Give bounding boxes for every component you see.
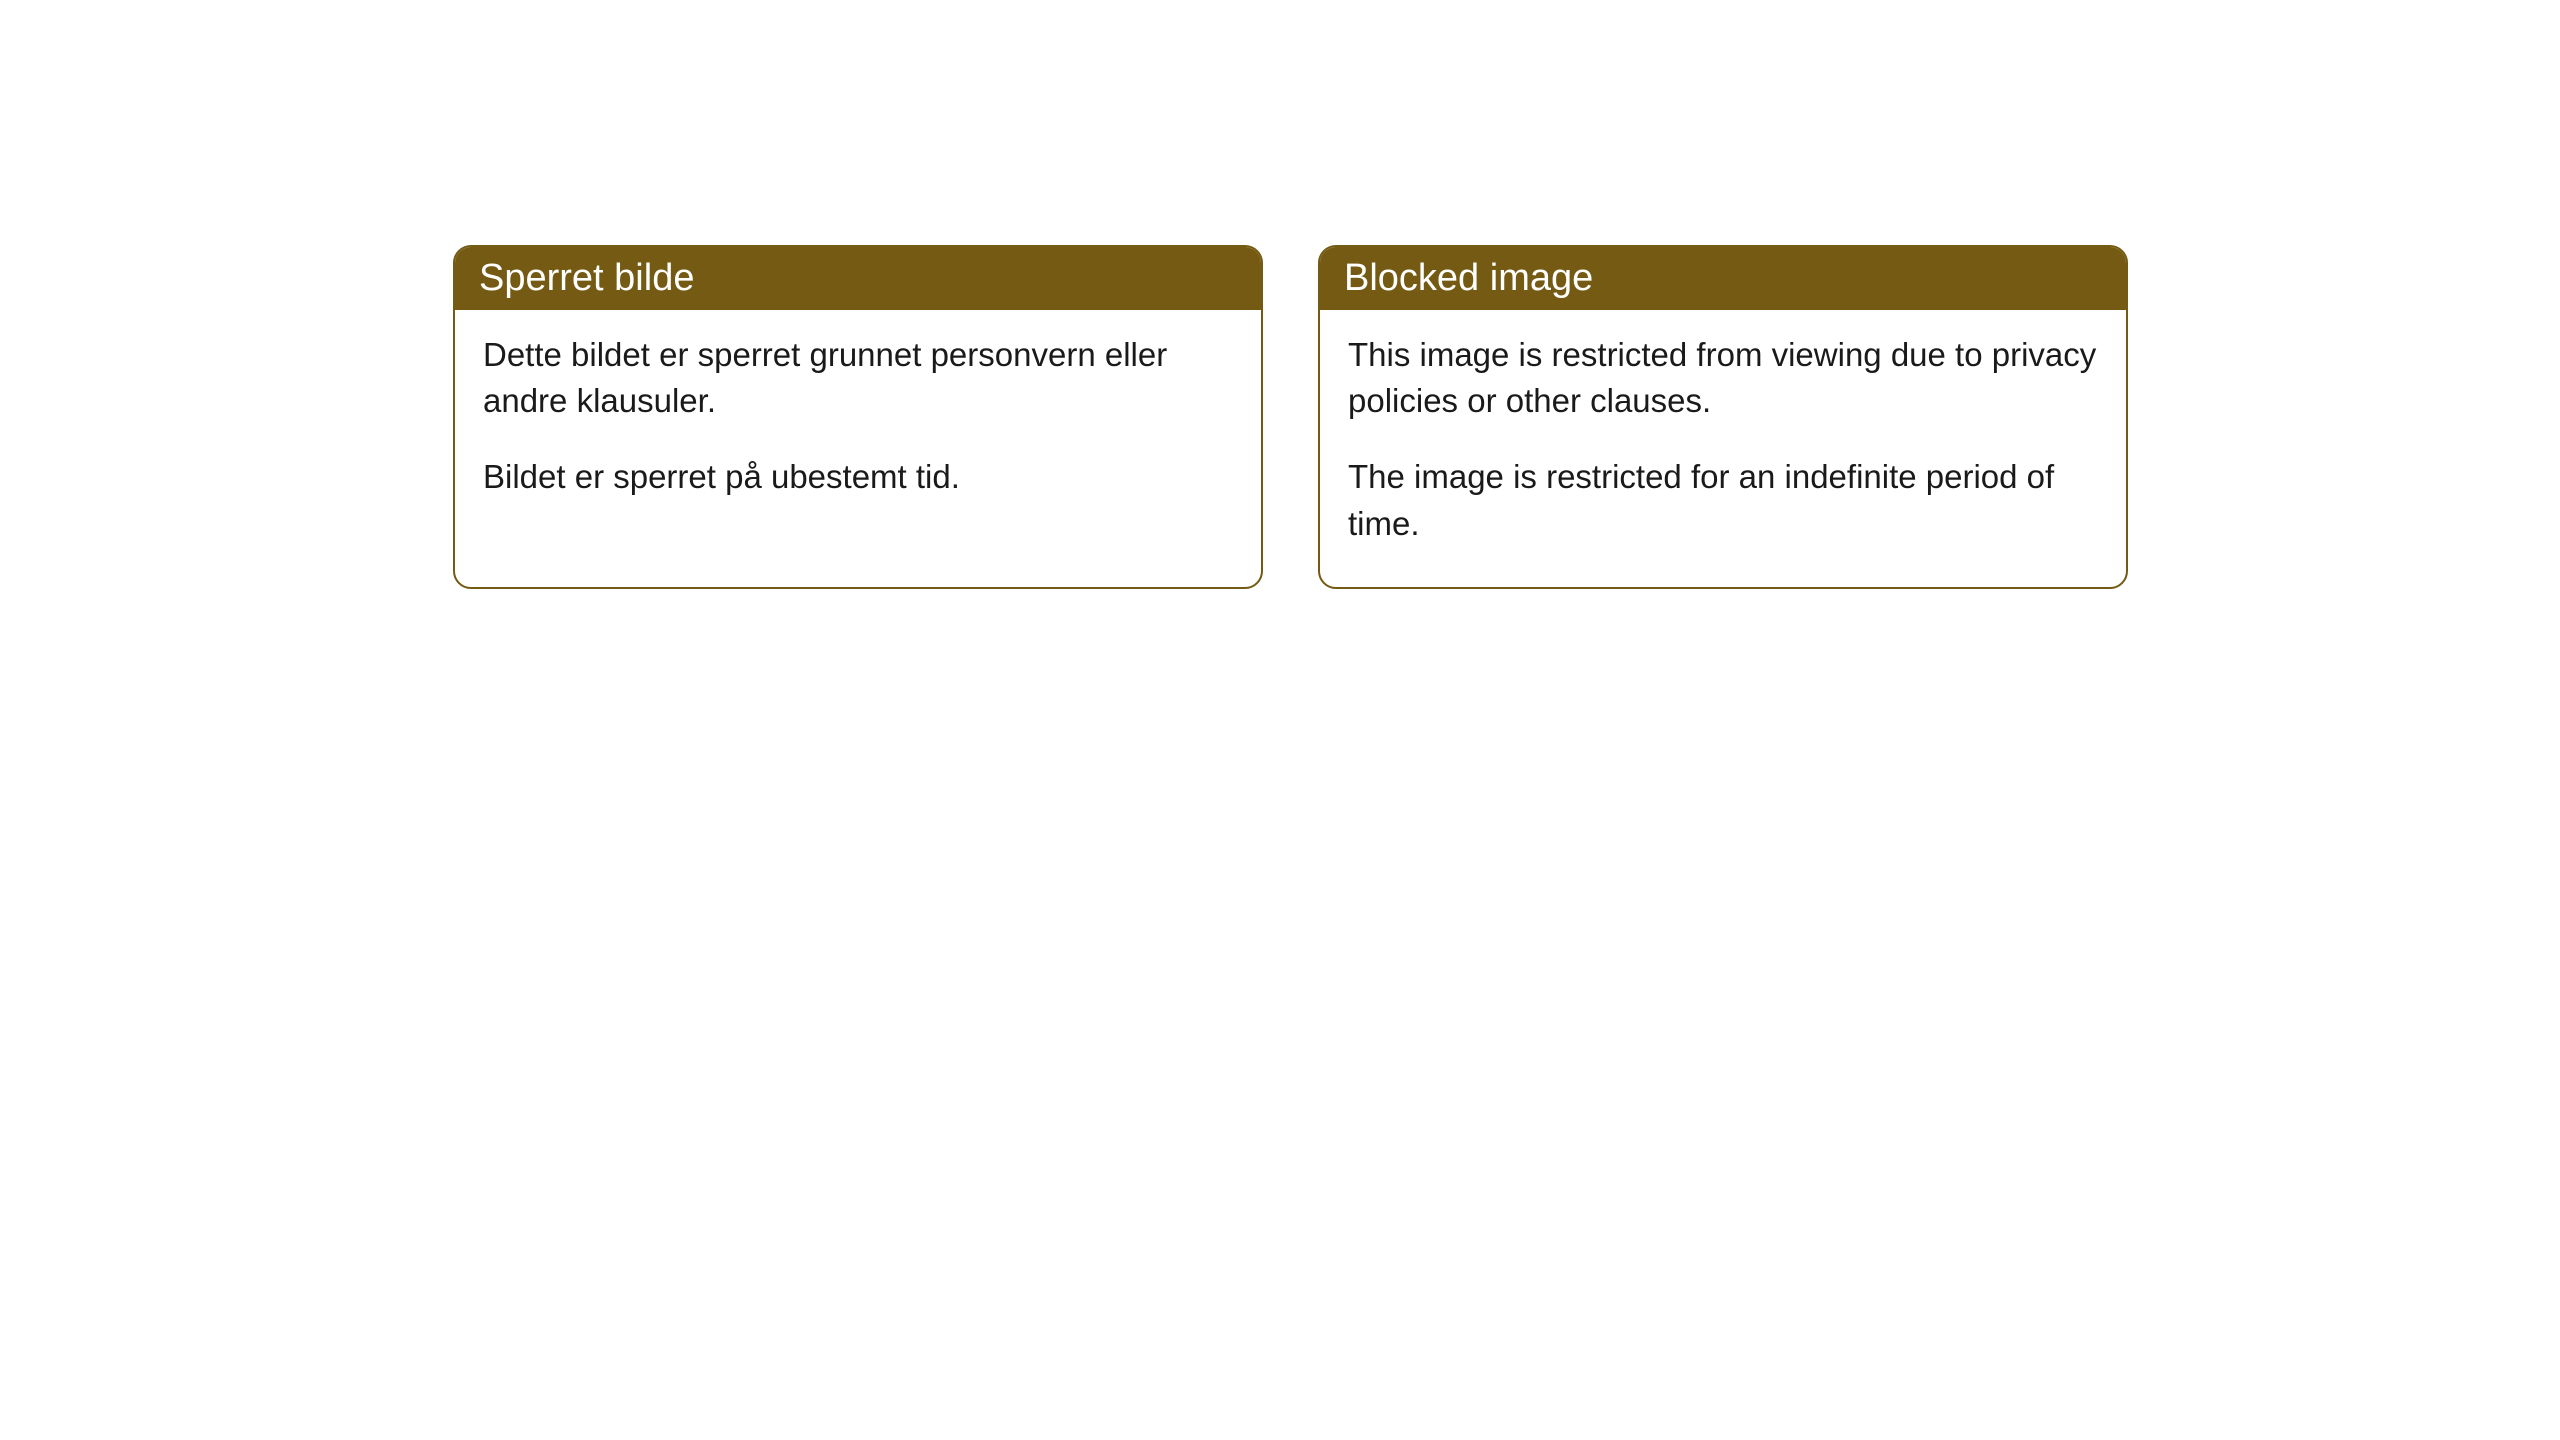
card-paragraph: This image is restricted from viewing du… xyxy=(1348,332,2098,424)
card-paragraph: Dette bildet er sperret grunnet personve… xyxy=(483,332,1233,424)
card-body: Dette bildet er sperret grunnet personve… xyxy=(455,310,1261,541)
card-paragraph: The image is restricted for an indefinit… xyxy=(1348,454,2098,546)
card-body: This image is restricted from viewing du… xyxy=(1320,310,2126,587)
blocked-image-notice-english: Blocked image This image is restricted f… xyxy=(1318,245,2128,589)
card-title: Blocked image xyxy=(1344,257,1593,299)
card-header: Sperret bilde xyxy=(455,247,1261,310)
blocked-image-notice-norwegian: Sperret bilde Dette bildet er sperret gr… xyxy=(453,245,1263,589)
card-paragraph: Bildet er sperret på ubestemt tid. xyxy=(483,454,1233,500)
card-header: Blocked image xyxy=(1320,247,2126,310)
notice-cards-container: Sperret bilde Dette bildet er sperret gr… xyxy=(453,245,2128,589)
card-title: Sperret bilde xyxy=(479,257,694,299)
